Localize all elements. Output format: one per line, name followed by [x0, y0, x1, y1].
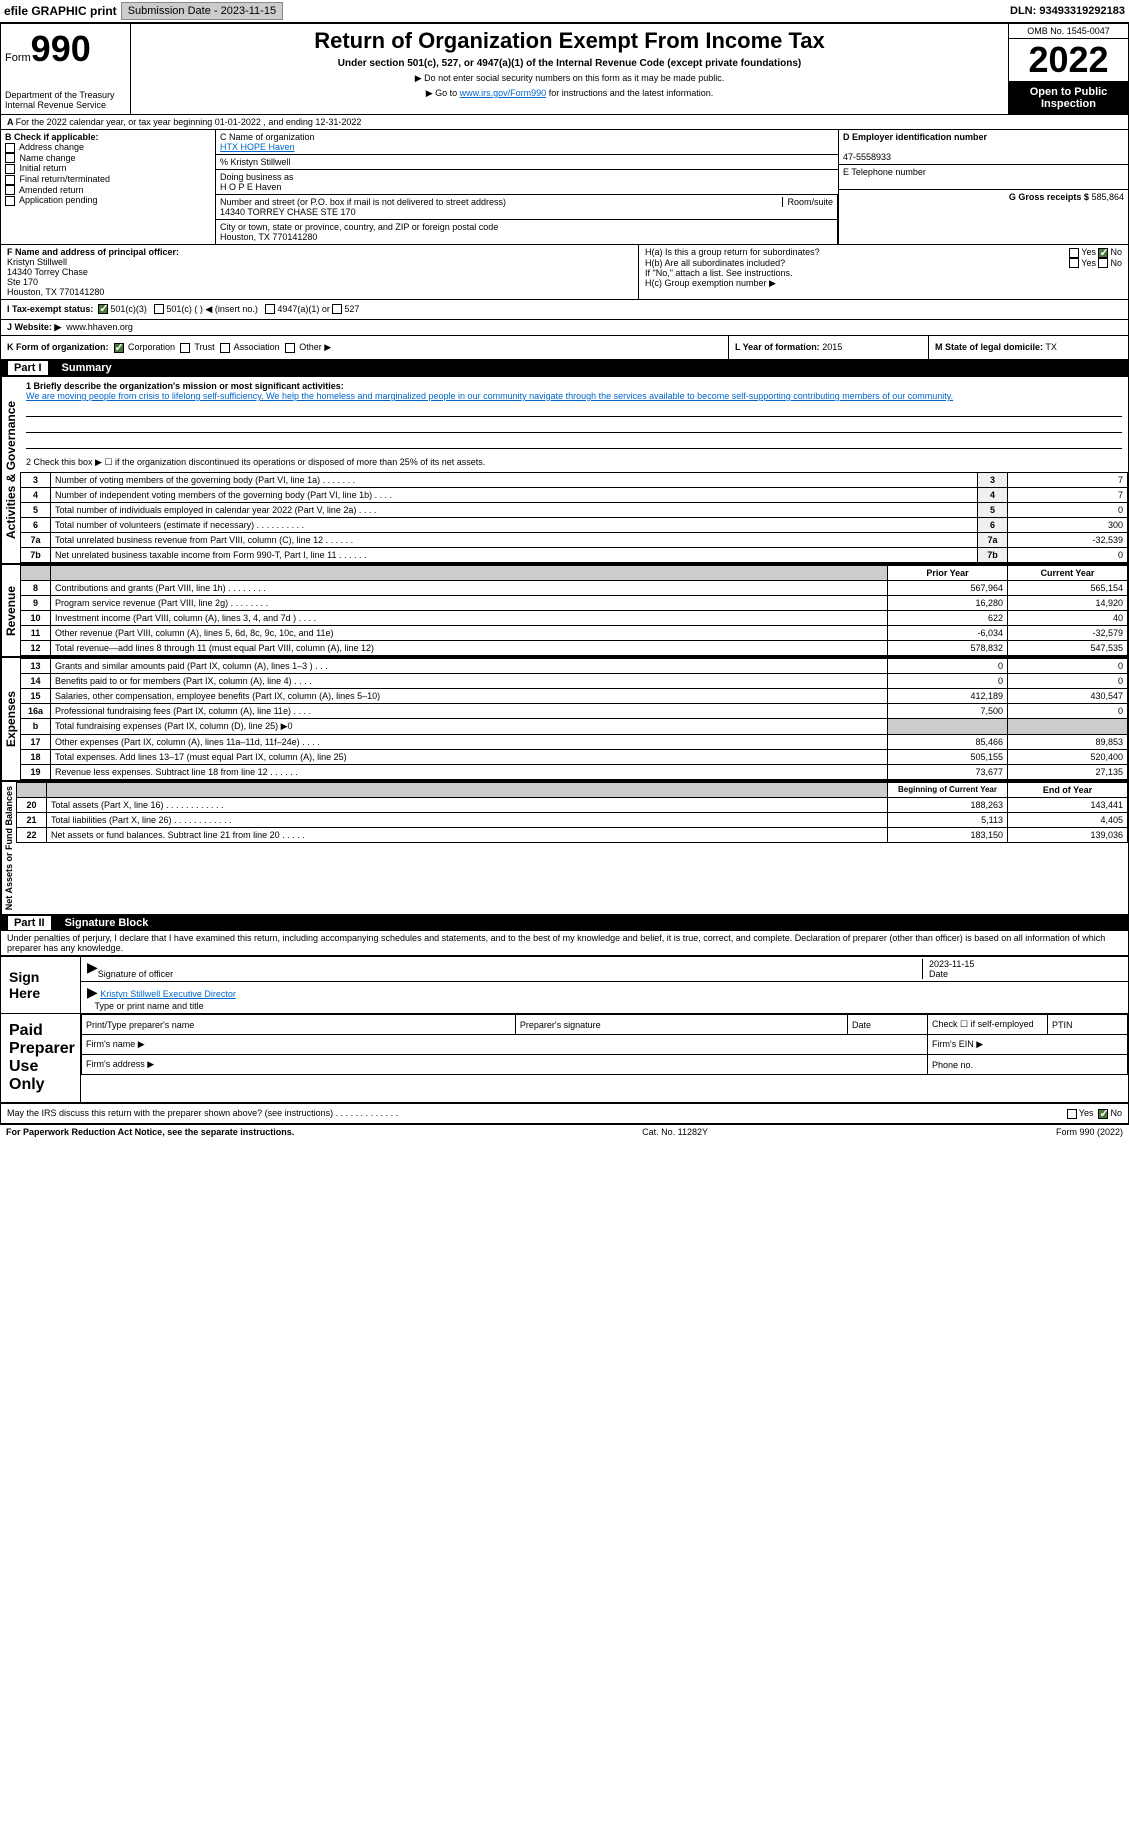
section-b: B Check if applicable: Address change Na…	[1, 130, 216, 244]
form-header: Form990 Department of the Treasury Inter…	[0, 23, 1129, 115]
dept-label: Department of the Treasury Internal Reve…	[5, 90, 126, 110]
checkbox-checked-icon	[98, 304, 108, 314]
checkbox-item[interactable]: Initial return	[5, 163, 211, 174]
table-expenses: 13Grants and similar amounts paid (Part …	[20, 658, 1128, 780]
paid-preparer-table: Print/Type preparer's name Preparer's si…	[81, 1014, 1128, 1075]
org-name-link[interactable]: HTX HOPE Haven	[220, 142, 295, 152]
section-g-receipts: G Gross receipts $ 585,864	[839, 190, 1128, 204]
sign-here-label: Sign Here	[1, 957, 81, 1013]
checkbox-item[interactable]: Final return/terminated	[5, 174, 211, 185]
section-h: H(a) Is this a group return for subordin…	[638, 245, 1128, 299]
checkbox-item[interactable]: Amended return	[5, 185, 211, 196]
section-j: J Website: ▶ www.hhaven.org	[0, 320, 1129, 336]
declaration: Under penalties of perjury, I declare th…	[0, 931, 1129, 956]
form-title: Return of Organization Exempt From Incom…	[135, 28, 1004, 54]
city-addr: City or town, state or province, country…	[216, 220, 837, 244]
checkbox-checked-icon	[1098, 1109, 1108, 1119]
irs-link[interactable]: www.irs.gov/Form990	[460, 88, 547, 98]
checkbox-checked-icon	[1098, 248, 1108, 258]
submission-date-button[interactable]: Submission Date - 2023-11-15	[121, 2, 283, 20]
table-activities-governance: 3Number of voting members of the governi…	[20, 472, 1128, 563]
section-d-ein: D Employer identification number47-55589…	[839, 130, 1128, 165]
note-ssn: ▶ Do not enter social security numbers o…	[135, 73, 1004, 84]
form-word: Form	[5, 52, 31, 64]
section-c-name: C Name of organization HTX HOPE Haven	[216, 130, 838, 155]
tax-year: 2022	[1009, 39, 1128, 82]
section-l: L Year of formation: 2015	[728, 336, 928, 359]
checkbox-item[interactable]: Name change	[5, 153, 211, 164]
checkbox-checked-icon	[114, 343, 124, 353]
section-e-phone: E Telephone number	[839, 165, 1128, 190]
line2: 2 Check this box ▶ ☐ if the organization…	[20, 453, 1128, 472]
dba: Doing business asH O P E Haven	[216, 170, 838, 195]
vtab-revenue: Revenue	[1, 565, 20, 656]
signature-block: Sign Here ▶ Signature of officer 2023-11…	[0, 956, 1129, 1104]
line1-mission: 1 Briefly describe the organization's mi…	[20, 377, 1128, 453]
section-f: F Name and address of principal officer:…	[1, 245, 638, 299]
topbar: efile GRAPHIC print Submission Date - 20…	[0, 0, 1129, 23]
vtab-net-assets: Net Assets or Fund Balances	[1, 782, 16, 914]
vtab-activities: Activities & Governance	[1, 377, 20, 563]
note-link: ▶ Go to www.irs.gov/Form990 for instruct…	[135, 88, 1004, 99]
section-m: M State of legal domicile: TX	[928, 336, 1128, 359]
vtab-expenses: Expenses	[1, 658, 20, 780]
section-k: K Form of organization: Corporation Trus…	[1, 336, 728, 359]
checkbox-item[interactable]: Application pending	[5, 195, 211, 206]
form-subtitle: Under section 501(c), 527, or 4947(a)(1)…	[135, 58, 1004, 69]
form-number: 990	[31, 28, 91, 69]
efile-label: efile GRAPHIC print	[4, 4, 117, 18]
part1-header: Part ISummary	[0, 360, 1129, 376]
section-a: A For the 2022 calendar year, or tax yea…	[1, 115, 367, 129]
arrow-icon: ▶	[87, 984, 98, 1000]
open-inspection: Open to Public Inspection	[1009, 82, 1128, 114]
section-i: I Tax-exempt status: 501(c)(3) 501(c) ( …	[0, 300, 1129, 320]
table-net-assets: Beginning of Current YearEnd of Year20To…	[16, 782, 1128, 843]
table-revenue: Prior YearCurrent Year8Contributions and…	[20, 565, 1128, 656]
care-of: % Kristyn Stillwell	[216, 155, 838, 170]
part2-header: Part IISignature Block	[0, 915, 1129, 931]
page-footer: For Paperwork Reduction Act Notice, see …	[0, 1124, 1129, 1139]
paid-preparer-label: Paid Preparer Use Only	[1, 1014, 81, 1102]
discuss-row: May the IRS discuss this return with the…	[0, 1104, 1129, 1124]
checkbox-item[interactable]: Address change	[5, 142, 211, 153]
dln: DLN: 93493319292183	[1010, 5, 1125, 17]
arrow-icon: ▶	[87, 959, 98, 979]
street-addr: Number and street (or P.O. box if mail i…	[216, 195, 837, 220]
omb-number: OMB No. 1545-0047	[1009, 24, 1128, 39]
